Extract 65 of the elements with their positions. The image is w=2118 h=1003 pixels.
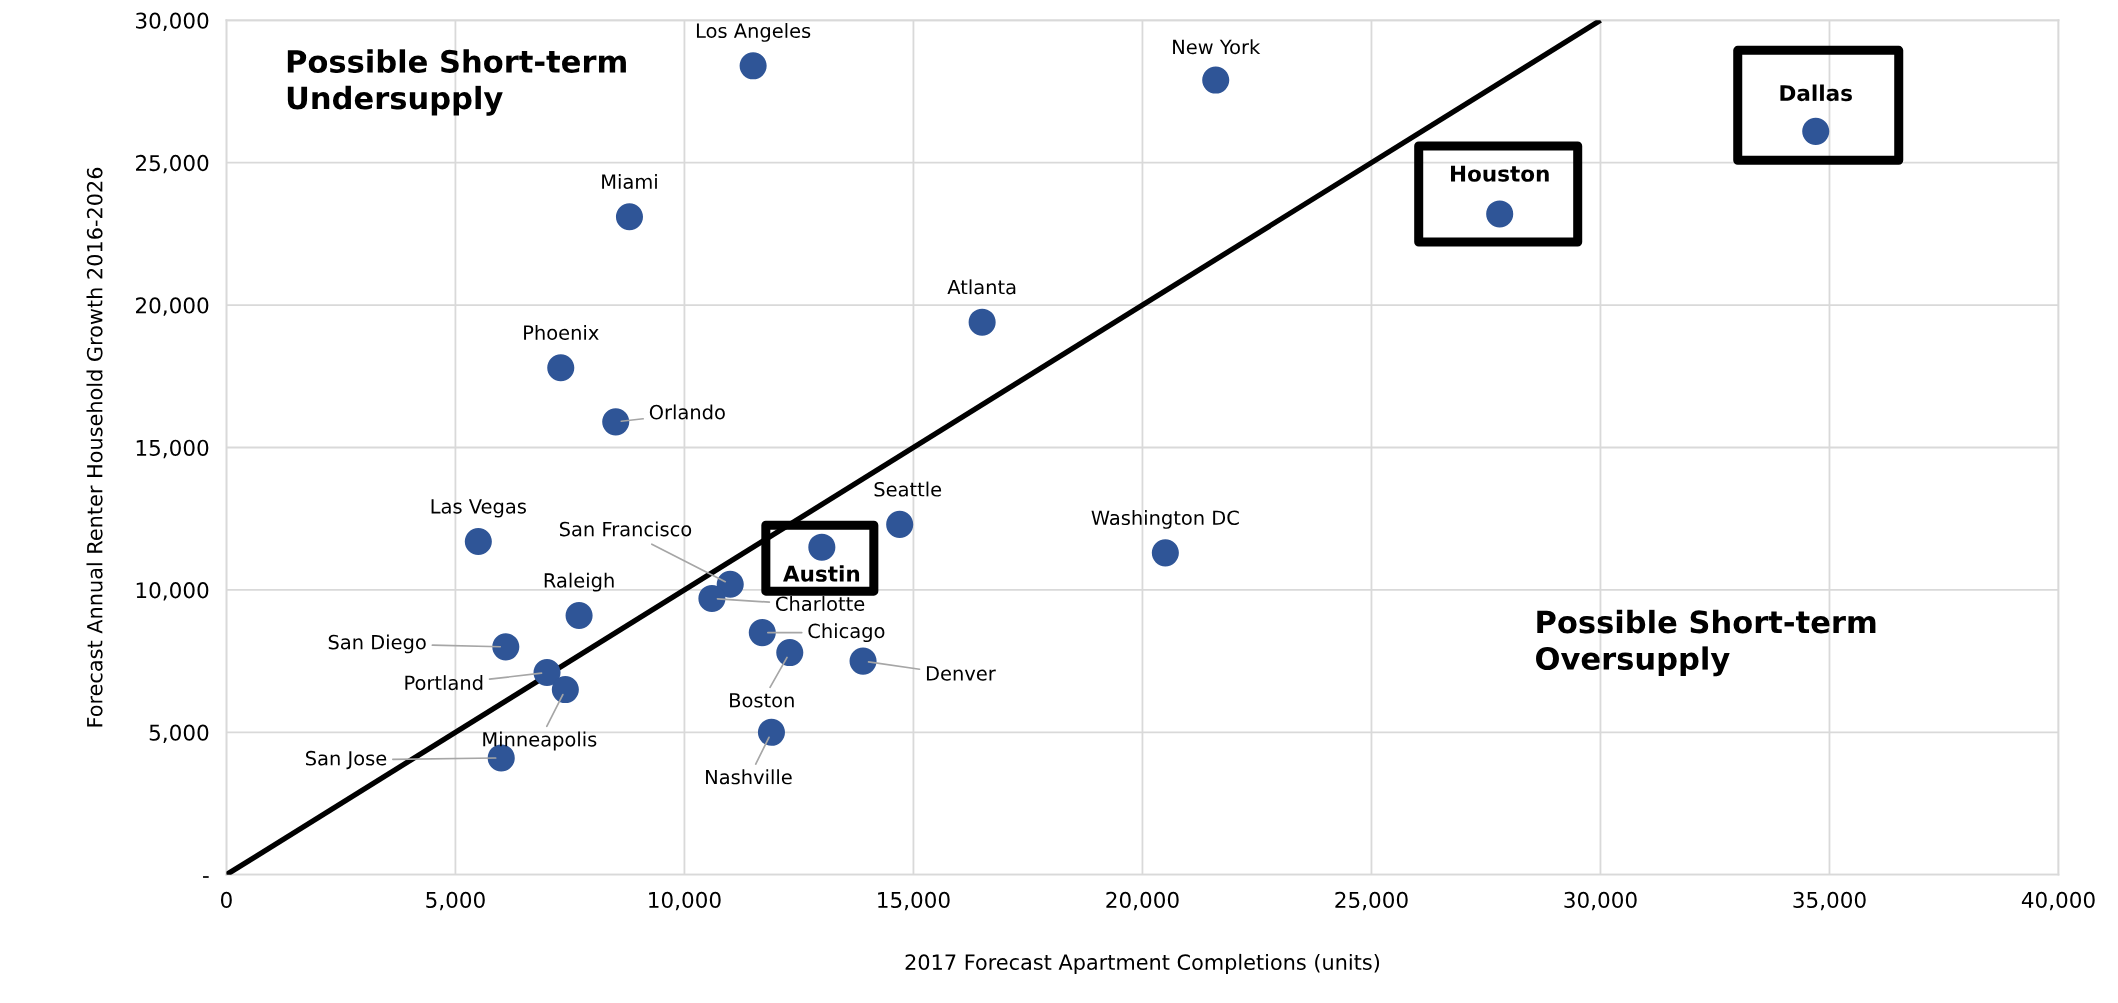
- annotation: Dallas: [1780, 84, 1852, 102]
- annotation: Austin: [783, 565, 860, 582]
- x-tick-label: 35,000: [1793, 891, 1866, 911]
- annotation: Chicago: [808, 623, 885, 643]
- point: [533, 658, 561, 687]
- y-axis-title: Forecast Annual Renter Household Growth 2016-2026: [86, 167, 103, 727]
- y-tick-label: 25,000: [136, 154, 209, 174]
- annotation: Washington DC: [1091, 510, 1239, 529]
- annotation: Seattle: [874, 481, 942, 497]
- point: [849, 647, 877, 675]
- point: [886, 510, 914, 538]
- annotation: Denver: [926, 666, 996, 681]
- annotation: Possible Short-term Oversupply: [1536, 609, 1876, 677]
- annotation: Raleigh: [544, 572, 614, 592]
- point: [492, 633, 520, 661]
- x-tick-label: 0: [220, 891, 232, 909]
- x-tick-label: 25,000: [1335, 891, 1408, 911]
- point: [968, 308, 996, 336]
- annotation: Charlotte: [776, 596, 865, 612]
- point: [1202, 66, 1230, 94]
- y-tick-label: 30,000: [136, 12, 209, 31]
- annotation: San Diego: [328, 634, 426, 654]
- x-tick-label: 5,000: [426, 891, 485, 911]
- y-tick-label: -: [203, 876, 209, 878]
- x-tick-label: 20,000: [1106, 891, 1179, 911]
- annotation: Las Vegas: [431, 499, 526, 518]
- point: [464, 527, 492, 556]
- point: [602, 408, 630, 436]
- y-tick-label: 20,000: [136, 297, 209, 316]
- point: [808, 533, 836, 561]
- point: [551, 676, 579, 704]
- annotation: Phoenix: [524, 324, 599, 340]
- annotation: Los Angeles: [696, 23, 811, 42]
- annotation: Houston: [1451, 165, 1549, 182]
- point: [748, 619, 776, 647]
- x-tick-label: 30,000: [1564, 891, 1637, 911]
- annotation: Nashville: [706, 769, 792, 785]
- x-axis-title: 2017 Forecast Apartment Completions (units): [905, 953, 1380, 975]
- annotation: Possible Short-term Undersupply: [287, 49, 626, 116]
- point: [547, 354, 575, 382]
- annotation: San Francisco: [559, 521, 692, 537]
- x-tick-label: 10,000: [649, 891, 721, 911]
- y-tick-label: 10,000: [136, 582, 209, 601]
- point: [776, 639, 804, 667]
- point: [698, 584, 726, 612]
- point: [1151, 539, 1179, 567]
- annotation: New York: [1173, 39, 1261, 55]
- annotation: Atlanta: [947, 279, 1016, 295]
- point: [615, 203, 644, 231]
- annotation: Minneapolis: [483, 731, 597, 751]
- annotation: Orlando: [649, 404, 725, 420]
- point: [1802, 117, 1830, 145]
- annotation: Boston: [730, 693, 794, 708]
- annotation: Miami: [602, 173, 657, 190]
- point: [757, 718, 785, 746]
- point: [1486, 200, 1514, 228]
- x-tick-label: 40,000: [2021, 891, 2095, 911]
- point: [739, 52, 767, 80]
- point: [565, 601, 593, 630]
- y-tick-label: 5,000: [149, 724, 209, 743]
- annotation: Portland: [405, 675, 483, 691]
- annotation: San Jose: [306, 750, 387, 770]
- point: [716, 570, 744, 598]
- x-tick-label: 15,000: [878, 891, 950, 911]
- y-tick-label: 15,000: [136, 439, 209, 459]
